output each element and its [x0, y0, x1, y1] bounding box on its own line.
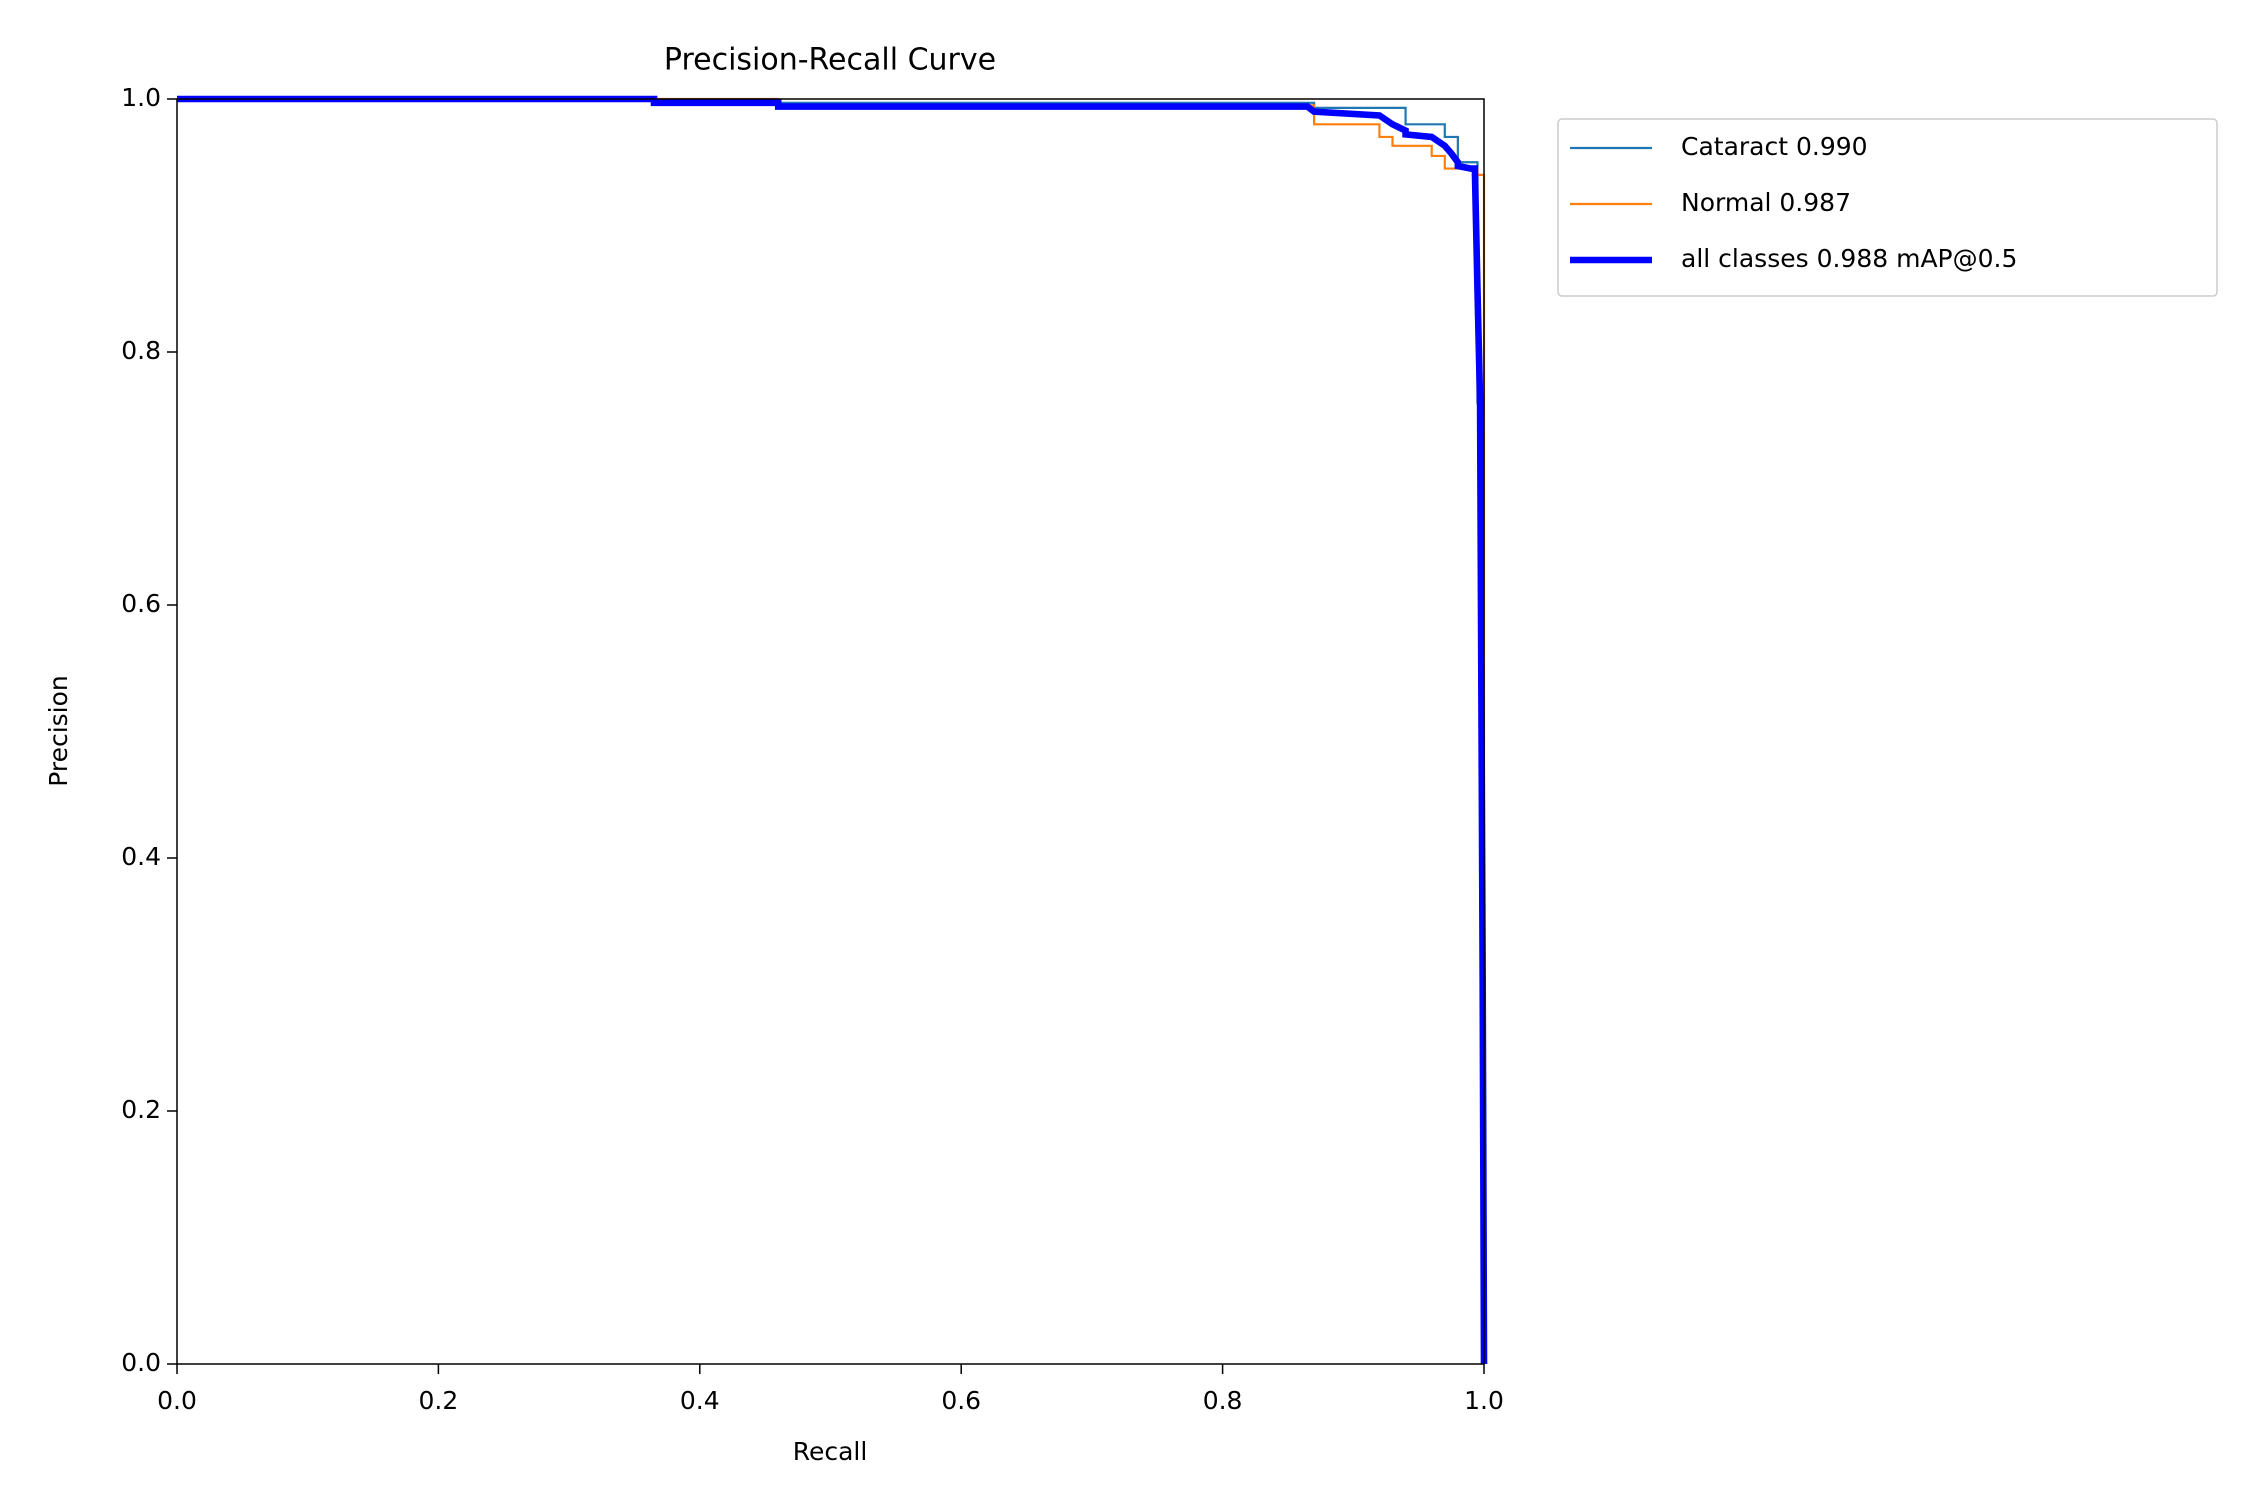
y-tick-label: 0.4: [121, 842, 161, 871]
chart-title: Precision-Recall Curve: [664, 43, 996, 78]
y-tick-label: 0.6: [121, 589, 161, 618]
plot-frame: [176, 98, 1485, 1365]
legend-box: [1557, 118, 2218, 297]
x-tick-label: 0.2: [419, 1386, 459, 1415]
y-tick-label: 0.2: [121, 1095, 161, 1124]
y-tick-label: 0.0: [121, 1348, 161, 1377]
pr-curve: [177, 95, 1488, 1365]
legend-label: Normal 0.987: [1681, 188, 1851, 217]
pr-curve: [177, 97, 1486, 1364]
y-tick-label: 0.8: [121, 336, 161, 365]
y-tick-label: 1.0: [121, 83, 161, 112]
x-tick-label: 0.6: [941, 1386, 981, 1415]
x-tick-label: 1.0: [1464, 1386, 1504, 1415]
y-axis-label: Precision: [44, 675, 73, 787]
legend-label: Cataract 0.990: [1681, 132, 1868, 161]
legend-label: all classes 0.988 mAP@0.5: [1681, 244, 2017, 273]
x-tick-label: 0.0: [157, 1386, 197, 1415]
x-tick-label: 0.8: [1203, 1386, 1243, 1415]
pr-curve: [177, 97, 1486, 1365]
x-axis-label: Recall: [793, 1437, 868, 1466]
x-tick-label: 0.4: [680, 1386, 720, 1415]
